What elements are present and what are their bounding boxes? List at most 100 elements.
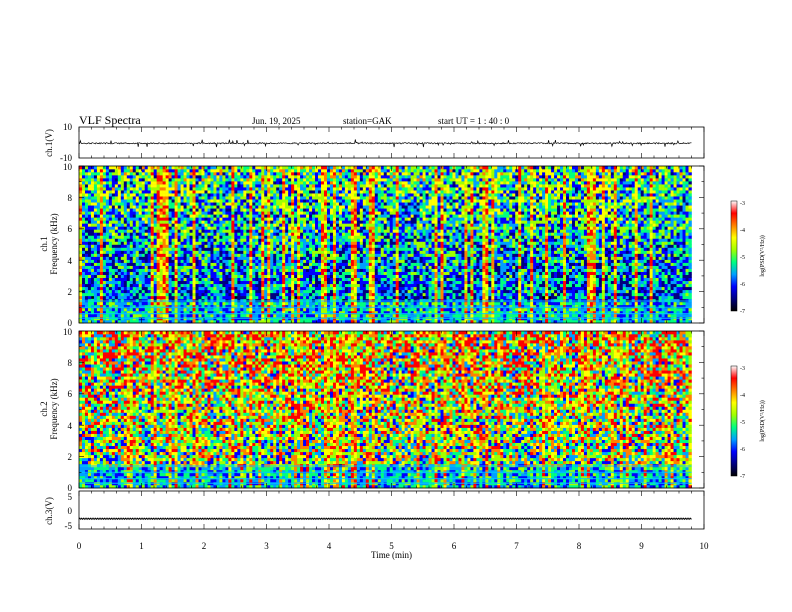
- spectrogram-cell: [90, 277, 95, 282]
- spectrogram-cell: [303, 310, 307, 315]
- spectrogram-cell: [255, 295, 259, 300]
- spectrogram-cell: [312, 265, 316, 269]
- spectrogram-cell: [318, 307, 322, 312]
- spectrogram-cell: [288, 241, 292, 245]
- spectrogram-cell: [147, 232, 152, 236]
- spectrogram-cell: [350, 235, 355, 239]
- spectrogram-cell: [249, 190, 253, 194]
- spectrogram-cell: [335, 268, 340, 272]
- spectrogram-cell: [258, 310, 262, 315]
- spectrogram-cell: [270, 241, 274, 245]
- spectrogram-cell: [255, 319, 259, 324]
- spectrogram-cell: [353, 232, 358, 236]
- spectrogram-cell: [171, 196, 175, 200]
- spectrogram-cell: [153, 232, 157, 236]
- spectrogram-cell: [87, 262, 92, 266]
- spectrogram-cell: [186, 226, 190, 230]
- spectrogram-cell: [252, 271, 256, 275]
- spectrogram-cell: [165, 214, 169, 218]
- spectrogram-cell: [324, 199, 328, 203]
- spectrogram-cell: [192, 214, 196, 218]
- spectrogram-cell: [267, 169, 271, 173]
- spectrogram-cell: [326, 259, 331, 263]
- spectrogram-cell: [282, 223, 286, 227]
- spectrogram-cell: [356, 244, 361, 248]
- spectrogram-cell: [338, 175, 343, 179]
- spectrogram-cell: [309, 235, 313, 239]
- spectrogram-cell: [102, 265, 107, 269]
- spectrogram-cell: [213, 319, 217, 324]
- spectrogram-cell: [252, 253, 256, 257]
- spectrogram-cell: [123, 238, 128, 242]
- spectrogram-cell: [90, 304, 95, 309]
- spectrogram-cell: [147, 301, 152, 306]
- spectrogram-cell: [102, 214, 107, 218]
- spectrogram-cell: [210, 223, 214, 227]
- spectrogram-cell: [219, 286, 223, 291]
- spectrogram-cell: [165, 310, 169, 315]
- spectrogram-cell: [90, 292, 95, 297]
- spectrogram-cell: [332, 181, 337, 185]
- spectrogram-cell: [117, 175, 122, 179]
- spectrogram-cell: [120, 220, 125, 224]
- spectrogram-cell: [120, 223, 125, 227]
- spectrogram-cell: [324, 238, 328, 242]
- spectrogram-cell: [267, 274, 271, 279]
- spectrogram-cell: [210, 178, 214, 182]
- spectrogram-cell: [225, 238, 229, 242]
- spectrogram-cell: [90, 211, 95, 215]
- spectrogram-cell: [120, 277, 125, 282]
- spectrogram-cell: [306, 169, 310, 173]
- spectrogram-cell: [174, 262, 178, 266]
- spectrogram-cell: [111, 187, 116, 191]
- spectrogram-cell: [171, 265, 175, 269]
- spectrogram-cell: [114, 181, 119, 185]
- spectrogram-cell: [186, 166, 190, 170]
- spectrogram-cell: [183, 166, 187, 170]
- spectrogram-cell: [168, 253, 172, 257]
- spectrogram-cell: [341, 172, 346, 176]
- spectrogram-cell: [225, 271, 229, 275]
- spectrogram-cell: [252, 262, 256, 266]
- spectrogram-cell: [246, 256, 250, 260]
- spectrogram-cell: [237, 184, 241, 188]
- spectrogram-cell: [350, 199, 355, 203]
- spectrogram-cell: [261, 310, 265, 315]
- spectrogram-cell: [252, 175, 256, 179]
- spectrogram-cell: [282, 319, 286, 324]
- spectrogram-cell: [261, 196, 265, 200]
- spectrogram-cell: [282, 241, 286, 245]
- spectrogram-cell: [321, 256, 325, 260]
- spectrogram-cell: [177, 220, 181, 224]
- spectrogram-cell: [344, 259, 349, 263]
- spectrogram-cell: [350, 208, 355, 212]
- spectrogram-cell: [165, 238, 169, 242]
- spectrogram-cell: [189, 289, 193, 294]
- spectrogram-cell: [225, 259, 229, 263]
- spectrogram-cell: [213, 286, 217, 291]
- spectrogram-cell: [210, 169, 214, 173]
- spectrogram-cell: [162, 271, 166, 275]
- spectrogram-cell: [261, 244, 265, 248]
- spectrogram-cell: [189, 304, 193, 309]
- spectrogram-cell: [243, 199, 247, 203]
- spectrogram-cell: [99, 217, 104, 221]
- spectrogram-cell: [186, 256, 190, 260]
- spectrogram-cell: [261, 259, 265, 263]
- spectrogram-cell: [246, 211, 250, 215]
- spectrogram-cell: [201, 226, 205, 230]
- spectrogram-cell: [300, 199, 304, 203]
- spectrogram-cell: [87, 301, 92, 306]
- spectrogram-cell: [297, 313, 301, 318]
- spectrogram-cell: [210, 265, 214, 269]
- spectrogram-cell: [335, 175, 340, 179]
- spectrogram-cell: [300, 250, 304, 254]
- spectrogram-cell: [111, 217, 116, 221]
- spectrogram-cell: [168, 214, 172, 218]
- spectrogram-cell: [350, 283, 355, 288]
- spectrogram-cell: [165, 262, 169, 266]
- spectrogram-cell: [183, 172, 187, 176]
- spectrogram-cell: [285, 202, 289, 206]
- spectrogram-cell: [332, 169, 337, 173]
- spectrogram-cell: [300, 247, 304, 251]
